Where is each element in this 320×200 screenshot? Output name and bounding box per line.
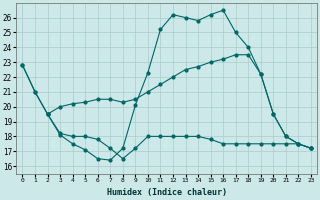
X-axis label: Humidex (Indice chaleur): Humidex (Indice chaleur) xyxy=(107,188,227,197)
